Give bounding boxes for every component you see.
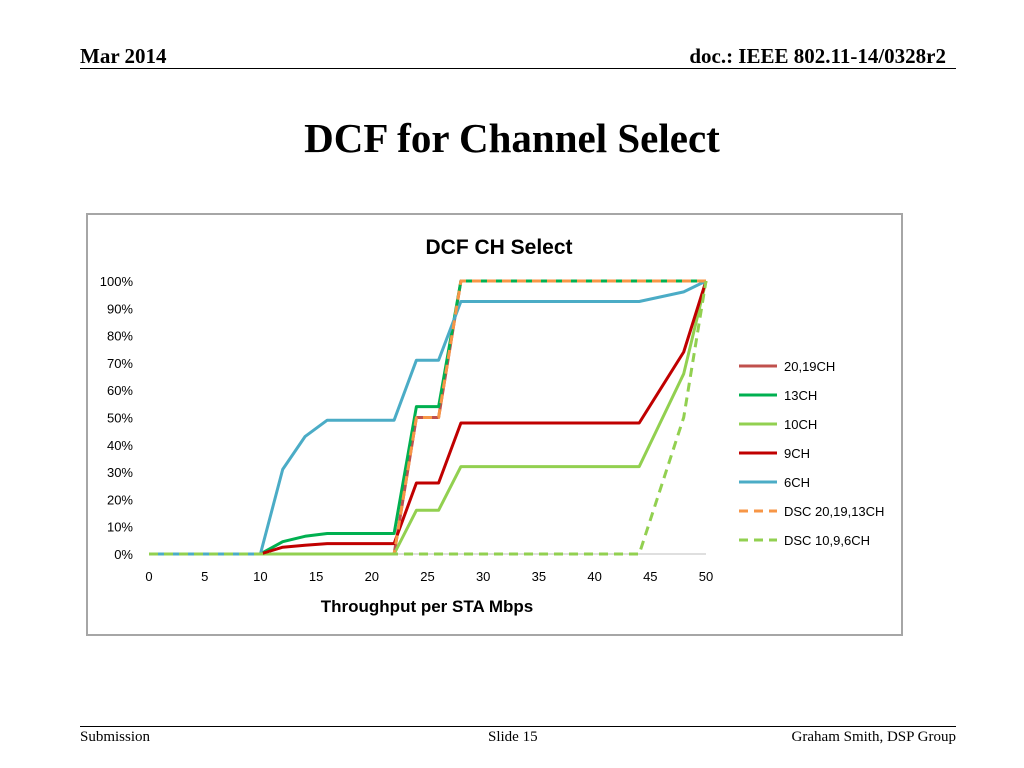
y-tick-label: 40% — [107, 438, 133, 453]
series-line-4 — [149, 279, 707, 556]
x-tick-label: 25 — [420, 569, 434, 584]
x-tick-label: 50 — [699, 569, 713, 584]
chart-frame: DCF CH Select Throughput per STA Mbps 0%… — [86, 213, 903, 636]
footer-author: Graham Smith, DSP Group — [791, 729, 956, 745]
legend-label: DSC 20,19,13CH — [784, 504, 884, 519]
y-tick-label: 50% — [107, 411, 133, 426]
series-lines — [149, 279, 708, 556]
x-tick-label: 10 — [253, 569, 267, 584]
x-tick-label: 45 — [643, 569, 657, 584]
series-line-6 — [149, 280, 708, 556]
header-date: Mar 2014 — [80, 44, 167, 68]
legend-label: 10CH — [784, 417, 817, 432]
y-tick-label: 30% — [107, 465, 133, 480]
y-tick-label: 0% — [114, 547, 133, 562]
y-tick-label: 60% — [107, 383, 133, 398]
x-tick-label: 20 — [365, 569, 379, 584]
legend-label: 13CH — [784, 388, 817, 403]
chart-title: DCF CH Select — [425, 236, 572, 259]
x-tick-label: 15 — [309, 569, 323, 584]
header-divider — [80, 68, 956, 69]
x-tick-label: 40 — [587, 569, 601, 584]
x-tick-label: 0 — [145, 569, 152, 584]
legend-label: 6CH — [784, 475, 810, 490]
series-line-2 — [149, 280, 708, 556]
slide-title: DCF for Channel Select — [304, 115, 720, 161]
x-tick-label: 5 — [201, 569, 208, 584]
chart-legend: 20,19CH 13CH 10CH 9CH 6CH DSC 20,19,13CH DSC 1… — [739, 359, 884, 548]
y-tick-label: 100% — [100, 274, 134, 289]
legend-label: 20,19CH — [784, 359, 835, 374]
y-axis-ticks: 0% 10% 20% 30% 40% 50% 60% 70% 80% 90% 100% — [100, 274, 134, 562]
x-tick-label: 35 — [532, 569, 546, 584]
series-line-3 — [149, 280, 708, 556]
legend-label: DSC 10,9,6CH — [784, 533, 870, 548]
footer-divider — [80, 726, 956, 727]
series-line-5 — [149, 279, 706, 556]
x-tick-label: 30 — [476, 569, 490, 584]
y-tick-label: 90% — [107, 301, 133, 316]
y-tick-label: 80% — [107, 329, 133, 344]
x-axis-ticks: 0 5 10 15 20 25 30 35 40 45 50 — [145, 569, 713, 584]
y-tick-label: 20% — [107, 492, 133, 507]
footer-submission: Submission — [80, 729, 151, 745]
header-doc-id: doc.: IEEE 802.11-14/0328r2 — [689, 44, 946, 68]
legend-label: 9CH — [784, 446, 810, 461]
line-chart: DCF CH Select Throughput per STA Mbps 0%… — [100, 236, 885, 616]
y-tick-label: 70% — [107, 356, 133, 371]
footer-slide-number: Slide 15 — [488, 729, 538, 745]
x-axis-label: Throughput per STA Mbps — [321, 597, 533, 616]
y-tick-label: 10% — [107, 520, 133, 535]
